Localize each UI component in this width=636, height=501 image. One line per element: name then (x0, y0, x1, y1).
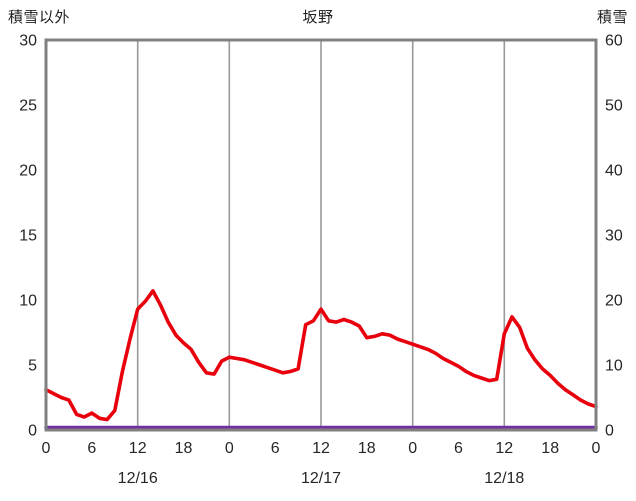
right-axis-tick: 20 (605, 293, 623, 310)
x-axis-tick: 12 (312, 440, 330, 457)
x-axis-tick: 6 (271, 440, 280, 457)
right-axis-tick: 50 (605, 98, 623, 115)
x-axis-tick: 0 (225, 440, 234, 457)
x-axis-tick: 0 (592, 440, 601, 457)
x-axis-tick: 0 (408, 440, 417, 457)
series-line-non-snow (44, 289, 598, 422)
left-axis-tick: 25 (19, 98, 37, 115)
x-axis-tick: 12 (129, 440, 147, 457)
right-axis-tick: 10 (605, 358, 623, 375)
chart-title: 坂野 (302, 9, 334, 26)
right-axis-tick: 30 (605, 228, 623, 245)
right-axis-tick: 40 (605, 163, 623, 180)
x-axis-tick: 12 (495, 440, 513, 457)
right-axis-tick: 60 (605, 33, 623, 50)
left-axis-title: 積雪以外 (8, 9, 71, 26)
date-label: 12/16 (118, 470, 158, 487)
x-axis-tick: 6 (87, 440, 96, 457)
x-axis-tick: 6 (454, 440, 463, 457)
left-axis-tick: 5 (28, 358, 37, 375)
plot-border (44, 38, 598, 432)
date-label: 12/17 (301, 470, 341, 487)
left-axis-tick: 0 (28, 423, 37, 440)
right-axis-tick: 0 (605, 423, 614, 440)
x-axis-tick: 18 (175, 440, 193, 457)
left-axis-tick: 10 (19, 293, 37, 310)
right-axis-title: 積雪 (596, 9, 628, 26)
left-axis-tick: 15 (19, 228, 37, 245)
x-axis-tick: 18 (358, 440, 376, 457)
left-axis-tick: 30 (19, 33, 37, 50)
left-axis-tick: 20 (19, 163, 37, 180)
x-axis-tick: 0 (42, 440, 51, 457)
date-label: 12/18 (484, 470, 524, 487)
x-axis-tick: 18 (541, 440, 559, 457)
